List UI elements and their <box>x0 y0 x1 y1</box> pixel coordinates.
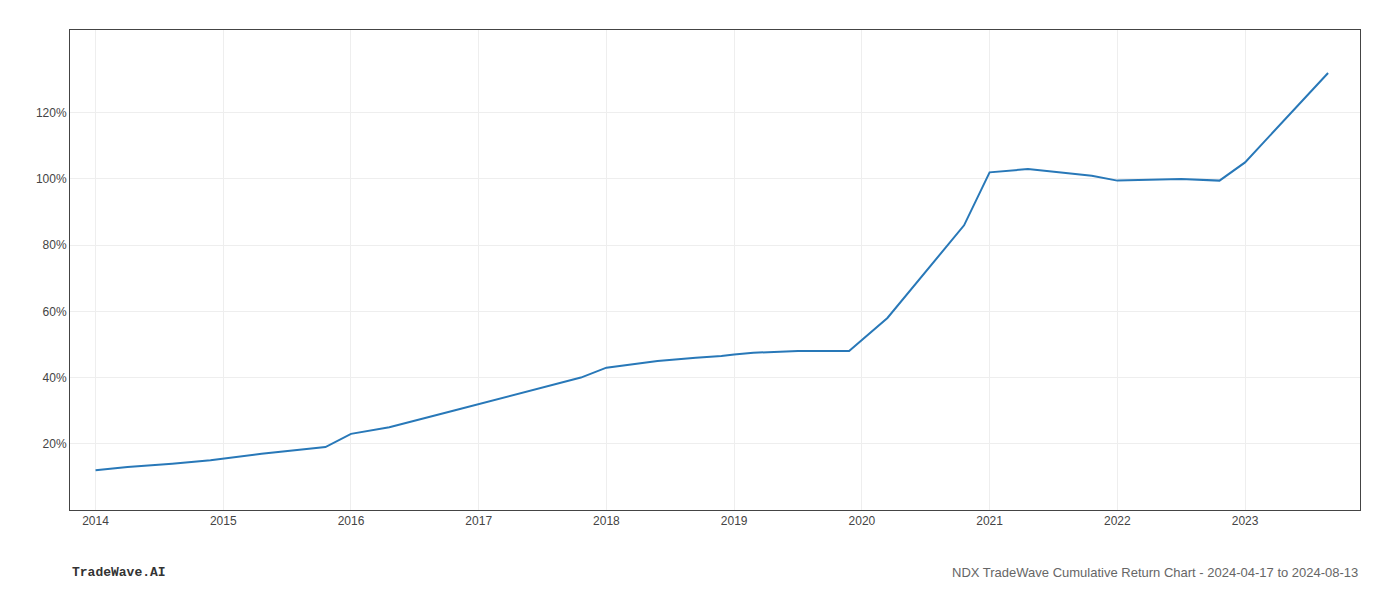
svg-text:2021: 2021 <box>976 514 1003 528</box>
svg-text:2017: 2017 <box>465 514 492 528</box>
svg-text:2014: 2014 <box>82 514 109 528</box>
svg-text:2016: 2016 <box>338 514 365 528</box>
svg-text:NDX TradeWave Cumulative Retur: NDX TradeWave Cumulative Return Chart - … <box>952 565 1358 580</box>
svg-text:2015: 2015 <box>210 514 237 528</box>
svg-text:120%: 120% <box>36 106 67 120</box>
svg-text:2020: 2020 <box>849 514 876 528</box>
svg-text:20%: 20% <box>43 437 67 451</box>
svg-text:2022: 2022 <box>1104 514 1131 528</box>
svg-text:100%: 100% <box>36 172 67 186</box>
svg-text:2019: 2019 <box>721 514 748 528</box>
svg-text:2023: 2023 <box>1232 514 1259 528</box>
svg-text:2018: 2018 <box>593 514 620 528</box>
svg-text:TradeWave.AI: TradeWave.AI <box>72 565 166 580</box>
svg-text:60%: 60% <box>43 305 67 319</box>
svg-text:80%: 80% <box>43 238 67 252</box>
svg-text:40%: 40% <box>43 371 67 385</box>
